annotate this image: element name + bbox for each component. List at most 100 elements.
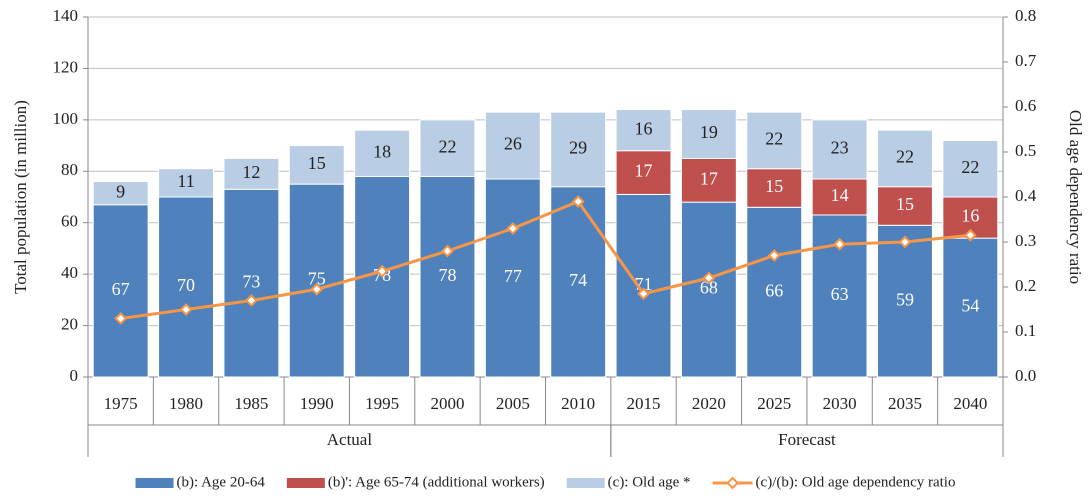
- line-series: [120, 199, 971, 320]
- y2-tick-label: 0.1: [1015, 321, 1036, 340]
- line-marker: [833, 237, 847, 251]
- bar-segment: [550, 186, 607, 378]
- data-label: 19: [700, 122, 718, 142]
- y2-tick-label: 0.8: [1015, 6, 1036, 25]
- legend-swatch: [566, 478, 605, 488]
- data-label: 59: [896, 289, 914, 309]
- bar-segment: [877, 224, 933, 378]
- bar-segment: [942, 237, 999, 378]
- bar-segment: [877, 129, 933, 188]
- bar-segment: [223, 188, 280, 378]
- data-label: 9: [116, 181, 125, 201]
- data-label: 63: [831, 284, 849, 304]
- data-label: 22: [896, 147, 914, 167]
- data-label: 15: [896, 194, 914, 214]
- bar-segment: [484, 178, 541, 378]
- y2-tick-label: 0.4: [1015, 186, 1037, 205]
- x-tick-label: 2005: [496, 394, 530, 413]
- group-label: Forecast: [778, 430, 836, 449]
- bar-segment: [550, 111, 607, 188]
- y-tick-label: 120: [53, 57, 79, 76]
- bar-segment: [746, 111, 803, 170]
- y-tick-label: 140: [53, 6, 79, 25]
- y2-axis-title: Old age dependency ratio: [1066, 110, 1085, 284]
- line-marker: [767, 249, 781, 262]
- data-label: 12: [242, 162, 260, 182]
- data-label: 29: [569, 138, 587, 158]
- legend: (b): Age 20-64 (b)': Age 65-74 (additiona…: [135, 474, 956, 490]
- bar-segment: [288, 183, 345, 378]
- data-label: 15: [308, 153, 326, 173]
- y-tick-label: 20: [61, 314, 78, 333]
- data-label: 17: [700, 168, 718, 188]
- y2-tick-label: 0.2: [1015, 276, 1036, 295]
- data-label: 68: [700, 278, 718, 298]
- line-marker: [963, 228, 977, 242]
- y2-tick-label: 0.7: [1015, 51, 1037, 70]
- x-tick-label: 2025: [757, 394, 791, 413]
- x-tick-label: 2040: [953, 394, 987, 413]
- x-tick-label: 1990: [300, 394, 334, 413]
- data-label: 22: [961, 157, 979, 177]
- group-label: Actual: [327, 430, 373, 449]
- legend-label: (b)': Age 65-74 (additional workers): [328, 474, 545, 490]
- line-marker: [571, 195, 585, 208]
- y-tick-label: 80: [61, 160, 78, 179]
- x-tick-label: 1975: [104, 394, 138, 413]
- line-marker: [375, 264, 389, 278]
- line-marker: [310, 282, 324, 296]
- legend-swatch: [726, 476, 739, 490]
- data-label: 14: [831, 185, 849, 205]
- bar-segment: [942, 139, 999, 198]
- legend-label: (b): Age 20-64: [177, 474, 266, 490]
- data-label: 74: [569, 270, 587, 290]
- x-tick-label: 2030: [823, 394, 857, 413]
- data-label: 73: [242, 271, 260, 291]
- y-tick-label: 0: [70, 366, 79, 385]
- x-tick-label: 1995: [365, 394, 399, 413]
- legend-swatch: [135, 478, 174, 488]
- data-label: 17: [635, 161, 653, 181]
- bar-segment: [746, 206, 803, 378]
- x-tick-label: 1985: [234, 394, 268, 413]
- data-label: 11: [177, 171, 194, 191]
- data-label: 70: [177, 275, 195, 295]
- bar-segment: [615, 193, 672, 378]
- line-marker: [637, 287, 650, 301]
- bar-segment: [746, 168, 803, 208]
- line-marker: [506, 222, 520, 235]
- bar-segment: [354, 129, 411, 177]
- x-tick-label: 2020: [692, 394, 726, 413]
- legend-label: (c)/(b): Old age dependency ratio: [756, 474, 956, 490]
- bar-segment: [680, 109, 737, 159]
- bar-segment: [92, 181, 149, 206]
- line-marker: [702, 271, 716, 285]
- bar-segment: [158, 168, 214, 198]
- line-marker: [898, 235, 912, 249]
- y-tick-label: 40: [61, 263, 78, 282]
- line-marker: [179, 303, 193, 316]
- line-marker: [441, 244, 454, 258]
- data-label: 22: [765, 129, 783, 149]
- data-label: 54: [961, 296, 979, 316]
- bar-segment: [288, 145, 345, 185]
- data-label: 66: [765, 280, 783, 300]
- data-label: 23: [831, 138, 849, 158]
- y-tick-label: 60: [61, 212, 78, 231]
- data-label: 22: [438, 136, 456, 156]
- x-tick-label: 2015: [627, 394, 661, 413]
- bar-segment: [484, 111, 541, 180]
- data-label: 67: [112, 279, 130, 299]
- bar-segment: [92, 204, 149, 378]
- bar-segment: [680, 201, 737, 378]
- data-label: 16: [961, 206, 979, 226]
- x-tick-label: 2035: [888, 394, 922, 413]
- bar-segment: [811, 119, 868, 180]
- x-tick-label: 2000: [430, 394, 464, 413]
- y2-tick-label: 0.0: [1015, 366, 1036, 385]
- data-label: 26: [504, 134, 522, 154]
- bar-segment: [811, 178, 868, 216]
- data-label: 77: [504, 266, 522, 286]
- y2-tick-label: 0.6: [1015, 96, 1036, 115]
